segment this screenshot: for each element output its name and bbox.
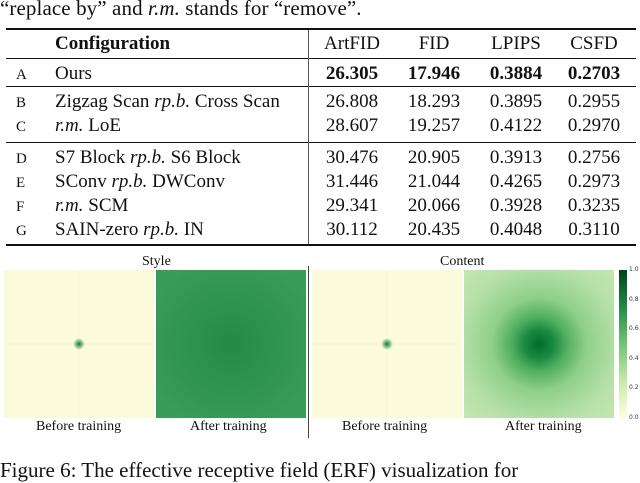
- row-metric-value: 28.607: [325, 115, 379, 136]
- row-id: E: [16, 175, 26, 191]
- row-configuration: SConv rp.b. DWConv: [55, 171, 225, 192]
- row-id: A: [16, 67, 27, 83]
- row-configuration: r.m. SCM: [55, 195, 129, 216]
- row-metric-value: 0.2970: [567, 115, 621, 136]
- header-lpips: LPIPS: [491, 33, 541, 54]
- row-metric-value: 0.4122: [489, 115, 543, 136]
- row-metric-value: 20.066: [407, 195, 461, 216]
- row-configuration: Zigzag Scan rp.b. Cross Scan: [55, 91, 280, 112]
- heatmap-style-after: [156, 270, 306, 418]
- row-metric-value: 29.341: [325, 195, 379, 216]
- row-metric-value: 26.808: [325, 91, 379, 112]
- row-metric-value: 0.2973: [567, 171, 621, 192]
- group-label-content: Content: [440, 254, 485, 269]
- row-metric-value: 0.2703: [567, 63, 621, 84]
- caption-top: “replace by” and r.m. stands for “remove…: [0, 0, 362, 20]
- row-id: C: [16, 119, 27, 135]
- row-metric-value: 0.3928: [489, 195, 543, 216]
- row-id: D: [16, 151, 27, 167]
- figure-divider: [308, 266, 309, 438]
- row-metric-value: 30.476: [325, 147, 379, 168]
- row-metric-value: 0.3235: [567, 195, 621, 216]
- row-metric-value: 26.305: [325, 63, 379, 84]
- row-metric-value: 30.112: [326, 219, 378, 240]
- colorbar-tick-label: 1.0: [629, 266, 639, 273]
- row-metric-value: 0.4048: [489, 219, 543, 240]
- row-metric-value: 17.946: [407, 63, 461, 84]
- row-metric-value: 21.044: [407, 171, 461, 192]
- row-metric-value: 0.3110: [568, 219, 620, 240]
- row-configuration: Ours: [55, 63, 92, 84]
- table-top-rule: [6, 28, 636, 30]
- row-configuration: SAIN-zero rp.b. IN: [55, 219, 204, 240]
- row-metric-value: 20.905: [407, 147, 461, 168]
- table-group-rule: [6, 86, 636, 87]
- row-metric-value: 19.257: [407, 115, 461, 136]
- row-metric-value: 31.446: [325, 171, 379, 192]
- colorbar-tick-label: 0.8: [629, 295, 639, 303]
- row-metric-value: 0.2756: [567, 147, 621, 168]
- colorbar-tick-label: 0.6: [629, 325, 639, 333]
- table-column-divider: [308, 30, 309, 244]
- row-metric-value: 0.4265: [489, 171, 543, 192]
- row-metric-value: 18.293: [407, 91, 461, 112]
- colorbar-tick-label: 0.0: [629, 414, 639, 421]
- group-label-style: Style: [142, 254, 171, 269]
- row-configuration: S7 Block rp.b. S6 Block: [55, 147, 241, 168]
- heatmap-style-before: [4, 270, 154, 418]
- row-id: G: [16, 223, 27, 239]
- heatmap-content-before: [312, 270, 462, 418]
- header-configuration: Configuration: [55, 33, 171, 54]
- table-group-rule: [6, 142, 636, 143]
- colorbar-tick-label: 0.2: [629, 384, 639, 392]
- row-metric-value: 20.435: [407, 219, 461, 240]
- panel-caption: Before training: [36, 419, 122, 434]
- heatmap-content-after: [464, 270, 614, 418]
- row-metric-value: 0.3895: [489, 91, 543, 112]
- panel-caption: After training: [505, 419, 582, 434]
- header-fid: FID: [418, 33, 450, 54]
- caption-bottom: Figure 6: The effective receptive field …: [0, 458, 519, 482]
- table-bottom-rule: [6, 244, 636, 246]
- panel-caption: After training: [190, 419, 267, 434]
- row-id: F: [16, 199, 25, 215]
- colorbar-tick-label: 0.4: [629, 354, 639, 362]
- table-header-rule: [6, 58, 636, 59]
- row-id: B: [16, 95, 27, 111]
- row-metric-value: 0.3913: [489, 147, 543, 168]
- panel-caption: Before training: [342, 419, 428, 434]
- row-metric-value: 0.2955: [567, 91, 621, 112]
- header-csfd: CSFD: [570, 33, 618, 54]
- header-artfid: ArtFID: [324, 33, 380, 54]
- row-configuration: r.m. LoE: [55, 115, 121, 136]
- row-metric-value: 0.3884: [489, 63, 543, 84]
- colorbar: [619, 270, 627, 418]
